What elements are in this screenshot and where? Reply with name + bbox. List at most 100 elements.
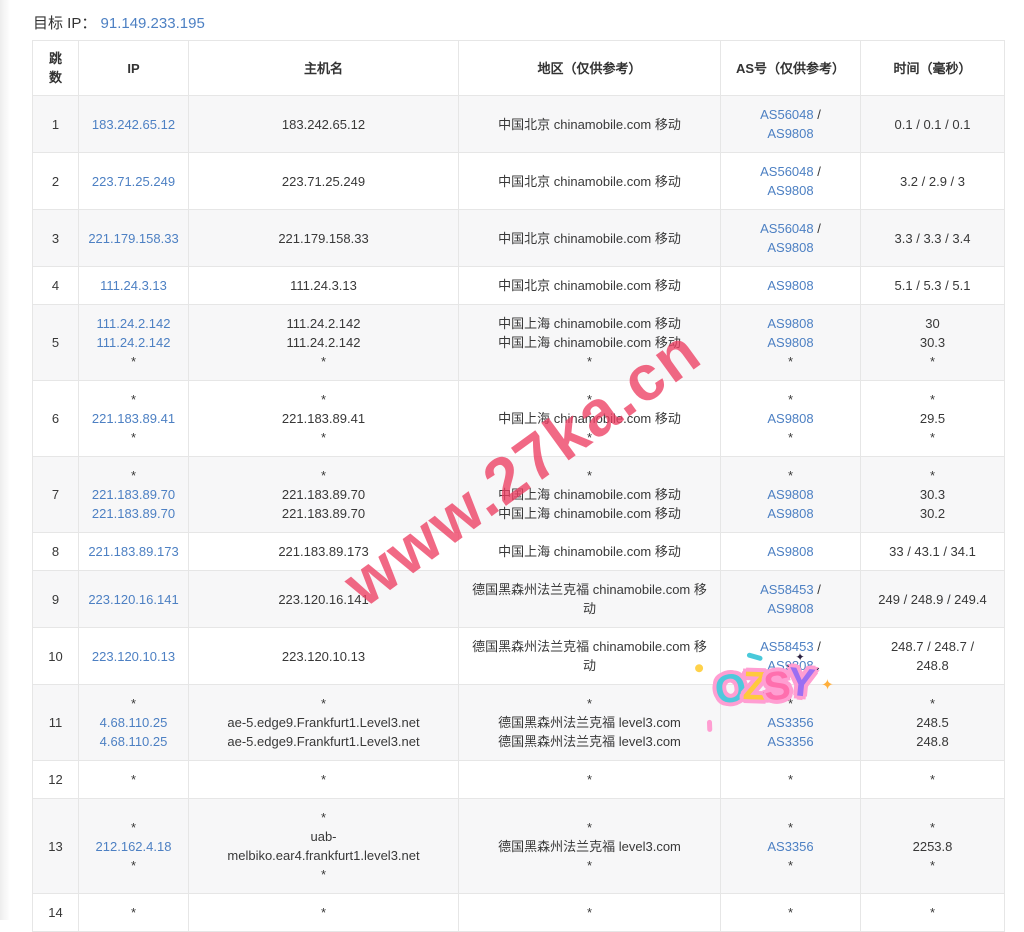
table-row: 2 223.71.25.249 223.71.25.249 中国北京 chinamob… — [32, 152, 1005, 210]
ip-link[interactable]: 223.120.10.13 — [91, 648, 176, 664]
table-row: 9 223.120.16.141 223.120.16.141 德国黑森州法兰克福 c… — [32, 570, 1005, 628]
cell-time: 5.1 / 5.3 / 5.1 — [860, 266, 1005, 305]
cell-time: * — [860, 893, 1005, 932]
as-link[interactable]: AS9808 — [767, 316, 814, 331]
ip-link[interactable]: 221.183.89.70 — [91, 506, 176, 521]
cell-ip: * — [78, 893, 189, 932]
cell-asn: * — [720, 893, 861, 932]
as-link[interactable]: AS9808 — [767, 544, 814, 559]
cell-ip: 223.120.16.141 — [78, 570, 189, 628]
column-header-ip: IP — [78, 40, 189, 96]
as-link[interactable]: AS3356 — [767, 838, 814, 854]
cell-asn: AS56048 /AS9808 — [720, 209, 861, 267]
ip-link[interactable]: 221.183.89.41 — [91, 411, 176, 426]
ip-link[interactable]: 223.71.25.249 — [91, 173, 176, 189]
cell-asn: * AS9808 * — [720, 380, 861, 457]
as-link[interactable]: AS9808 — [767, 183, 814, 198]
ip-link[interactable]: 111.24.2.142 — [96, 316, 171, 331]
cell-asn: AS9808 — [720, 266, 861, 305]
cell-host: * uab-melbiko.ear4.frankfurt1.level3.net * — [188, 798, 459, 894]
cell-asn: * AS3356 * — [720, 798, 861, 894]
cell-host: * 221.183.89.41 * — [188, 380, 459, 457]
ip-link[interactable]: 212.162.4.18 — [95, 838, 172, 854]
as-link[interactable]: AS9808 — [767, 411, 814, 426]
cell-host: 223.71.25.249 — [188, 152, 459, 210]
target-ip-link[interactable]: 91.149.233.195 — [100, 15, 205, 32]
table-row: 12 * * * * * — [32, 760, 1005, 799]
cell-ip: 221.183.89.173 — [78, 532, 189, 571]
cell-time: 33 / 43.1 / 34.1 — [860, 532, 1005, 571]
cell-host: * ae-5.edge9.Frankfurt1.Level3.net ae-5.ed… — [188, 684, 459, 761]
cell-region: * 中国上海 chinamobile.com 移动 中国上海 chinamobile… — [458, 456, 721, 533]
table-row: 3 221.179.158.33 221.179.158.33 中国北京 chinam… — [32, 209, 1005, 267]
cell-hop: 14 — [32, 893, 79, 932]
cell-host: 111.24.2.142 111.24.2.142 * — [188, 304, 459, 381]
table-row: 4 111.24.3.13 111.24.3.13 中国北京 chinamobile.… — [32, 266, 1005, 305]
cell-ip: 183.242.65.12 — [78, 95, 189, 153]
cell-ip: 223.71.25.249 — [78, 152, 189, 210]
cell-host: 223.120.10.13 — [188, 627, 459, 685]
as-link[interactable]: AS9808 — [767, 487, 814, 502]
table-header: 跳数 IP 主机名 地区（仅供参考） AS号（仅供参考） 时间（毫秒） — [32, 40, 1005, 96]
ip-link[interactable]: 221.179.158.33 — [88, 230, 179, 246]
cell-region: 中国上海 chinamobile.com 移动 中国上海 chinamobile.… — [458, 304, 721, 381]
cell-region: 德国黑森州法兰克福 chinamobile.com 移动 — [458, 627, 721, 685]
ip-link[interactable]: 221.183.89.70 — [91, 487, 176, 502]
cell-ip: * 221.183.89.70 221.183.89.70 — [78, 456, 189, 533]
as-link[interactable]: AS9808 — [767, 658, 814, 673]
as-link[interactable]: AS9808 — [767, 278, 814, 293]
cell-region: * 中国上海 chinamobile.com 移动 * — [458, 380, 721, 457]
cell-region: * — [458, 893, 721, 932]
cell-region: 德国黑森州法兰克福 chinamobile.com 移动 — [458, 570, 721, 628]
cell-hop: 12 — [32, 760, 79, 799]
as-link[interactable]: AS56048 — [760, 221, 814, 236]
cell-hop: 8 — [32, 532, 79, 571]
cell-host: 183.242.65.12 — [188, 95, 459, 153]
as-link[interactable]: AS9808 — [767, 601, 814, 616]
cell-hop: 1 — [32, 95, 79, 153]
table-row: 6 * 221.183.89.41 * * 221.183.89.41 * * 中国上海 chi… — [32, 380, 1005, 457]
as-link[interactable]: AS9808 — [767, 240, 814, 255]
ip-link[interactable]: 111.24.3.13 — [100, 278, 167, 293]
cell-region: * 德国黑森州法兰克福 level3.com 德国黑森州法兰克福 level3.co… — [458, 684, 721, 761]
ip-link[interactable]: 111.24.2.142 — [96, 335, 171, 350]
cell-hop: 9 — [32, 570, 79, 628]
cell-time: * 30.3 30.2 — [860, 456, 1005, 533]
cell-hop: 7 — [32, 456, 79, 533]
ozsy-sticker: ✦ ✦ OZSY — [694, 652, 834, 732]
as-link[interactable]: AS56048 — [760, 107, 814, 122]
cell-host: * 221.183.89.70 221.183.89.70 — [188, 456, 459, 533]
cell-time: * 248.5 248.8 — [860, 684, 1005, 761]
cell-hop: 10 — [32, 627, 79, 685]
cell-region: 中国北京 chinamobile.com 移动 — [458, 266, 721, 305]
column-header-host: 主机名 — [188, 40, 459, 96]
cell-hop: 3 — [32, 209, 79, 267]
ip-link[interactable]: 221.183.89.173 — [88, 544, 179, 559]
as-link[interactable]: AS9808 — [767, 335, 814, 350]
cell-region: * 德国黑森州法兰克福 level3.com * — [458, 798, 721, 894]
as-link[interactable]: AS56048 — [760, 164, 814, 179]
ip-link[interactable]: 183.242.65.12 — [91, 116, 176, 132]
cell-region: 中国上海 chinamobile.com 移动 — [458, 532, 721, 571]
as-link[interactable]: AS58453 — [760, 582, 814, 597]
as-link[interactable]: AS58453 — [760, 639, 814, 654]
cell-region: * — [458, 760, 721, 799]
ip-link[interactable]: 4.68.110.25 — [99, 715, 168, 730]
cell-hop: 5 — [32, 304, 79, 381]
cell-ip: * 221.183.89.41 * — [78, 380, 189, 457]
as-link[interactable]: AS9808 — [767, 506, 814, 521]
table-row: 13 * 212.162.4.18 * * uab-melbiko.ear4.frankf… — [32, 798, 1005, 894]
table-row: 10 223.120.10.13 223.120.10.13 德国黑森州法兰克福 ch… — [32, 627, 1005, 685]
as-link[interactable]: AS9808 — [767, 126, 814, 141]
cell-ip: * 4.68.110.25 4.68.110.25 — [78, 684, 189, 761]
cell-asn: * — [720, 760, 861, 799]
cell-host: * — [188, 760, 459, 799]
cell-ip: 111.24.3.13 — [78, 266, 189, 305]
table-row: 7 * 221.183.89.70 221.183.89.70 * 221.183.89.… — [32, 456, 1005, 533]
header-row: 跳数 IP 主机名 地区（仅供参考） AS号（仅供参考） 时间（毫秒） — [32, 40, 1005, 96]
as-link[interactable]: AS3356 — [767, 734, 814, 749]
ip-link[interactable]: 4.68.110.25 — [99, 734, 168, 749]
as-link[interactable]: AS3356 — [767, 715, 814, 730]
cell-time: * — [860, 760, 1005, 799]
ip-link[interactable]: 223.120.16.141 — [88, 591, 179, 607]
